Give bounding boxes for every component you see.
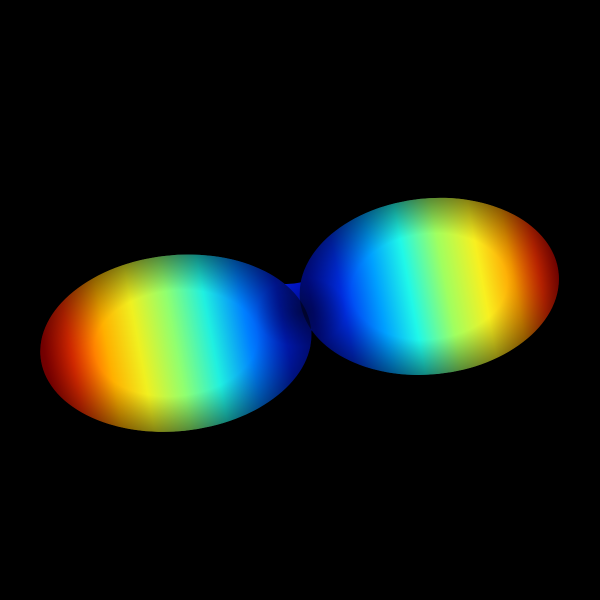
left-shade <box>40 254 312 432</box>
right-shade <box>299 197 559 375</box>
surface <box>40 197 559 432</box>
neck-shade <box>256 276 347 348</box>
